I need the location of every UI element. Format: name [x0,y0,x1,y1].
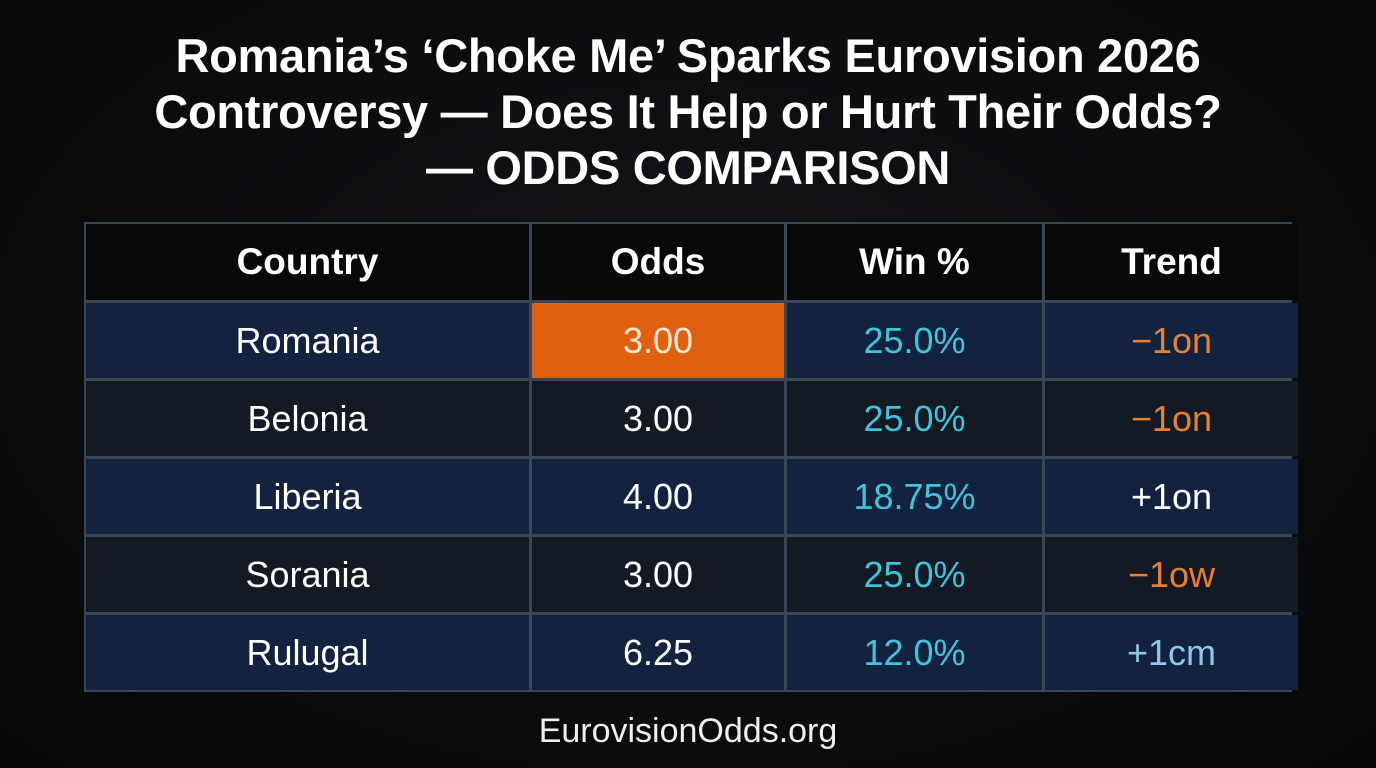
title-line-2: Controversy — Does It Help or Hurt Their… [154,85,1222,138]
table-row: Romania 3.00 25.0% −1on [86,303,1298,378]
country-cell: Liberia [86,459,529,534]
table-row: Belonia 3.00 25.0% −1on [86,381,1298,456]
trend-cell: −1ow [1045,537,1298,612]
country-cell: Rulugal [86,615,529,690]
header-trend: Trend [1045,224,1298,300]
odds-cell: 3.00 [532,381,784,456]
title-line-3: — ODDS COMPARISON [425,141,951,194]
odds-cell: 3.00 [532,537,784,612]
country-cell: Sorania [86,537,529,612]
odds-cell: 4.00 [532,459,784,534]
win-pct-cell: 25.0% [787,303,1042,378]
header-odds: Odds [532,224,784,300]
trend-cell: −1on [1045,381,1298,456]
trend-cell: −1on [1045,303,1298,378]
header-country: Country [86,224,529,300]
odds-table: Country Odds Win % Trend Romania 3.00 25… [83,221,1301,693]
title-line-1: Romania’s ‘Choke Me’ Sparks Eurovision 2… [175,29,1201,82]
win-pct-cell: 25.0% [787,381,1042,456]
odds-cell: 6.25 [532,615,784,690]
table-row: Sorania 3.00 25.0% −1ow [86,537,1298,612]
odds-cell-highlighted: 3.00 [532,303,784,378]
table-row: Liberia 4.00 18.75% +1on [86,459,1298,534]
source-footer: EurovisionOdds.org [538,712,838,750]
win-pct-cell: 12.0% [787,615,1042,690]
country-cell: Belonia [86,381,529,456]
odds-table-container: Country Odds Win % Trend Romania 3.00 25… [84,222,1298,692]
trend-cell: +1on [1045,459,1298,534]
header-win-pct: Win % [787,224,1042,300]
country-cell: Romania [86,303,529,378]
table-row: Rulugal 6.25 12.0% +1cm [86,615,1298,690]
win-pct-cell: 18.75% [787,459,1042,534]
table-header-row: Country Odds Win % Trend [86,224,1298,300]
page-title: Romania’s ‘Choke Me’ Sparks Eurovision 2… [0,28,1376,196]
win-pct-cell: 25.0% [787,537,1042,612]
trend-cell: +1cm [1045,615,1298,690]
